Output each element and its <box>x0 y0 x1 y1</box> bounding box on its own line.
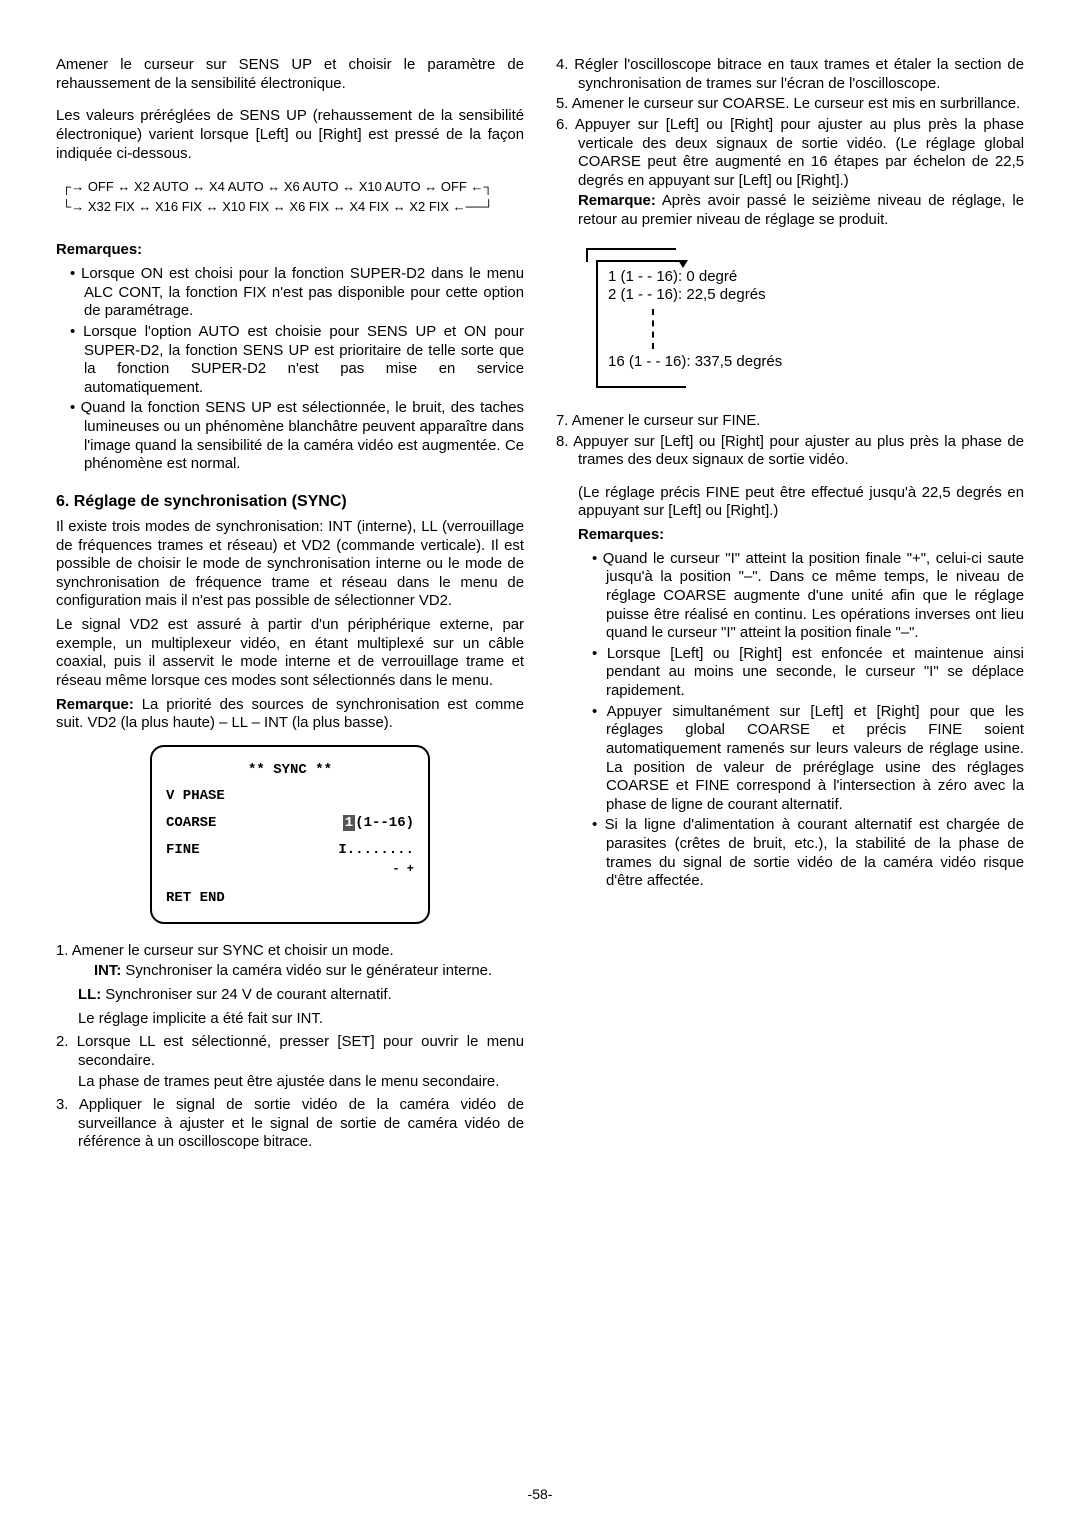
menu-label: FINE <box>166 837 200 864</box>
degree-line: 2 (1 - - 16): 22,5 degrés <box>608 286 1024 305</box>
list-item: 4. Régler l'oscilloscope bitrace en taux… <box>556 56 1024 93</box>
text: (Le réglage précis FINE peut être effect… <box>556 484 1024 521</box>
remarques-list: Quand le curseur "I" atteint la position… <box>556 550 1024 891</box>
degree-list: 1 (1 - - 16): 0 degré 2 (1 - - 16): 22,5… <box>596 262 1024 378</box>
text: Remarque: La priorité des sources de syn… <box>56 696 524 733</box>
menu-row: V PHASE <box>166 783 414 810</box>
left-column: Amener le curseur sur SENS UP et choisir… <box>56 56 524 1452</box>
list-item: Quand le curseur "I" atteint la position… <box>592 550 1024 643</box>
text: Le signal VD2 est assuré à partir d'un p… <box>56 616 524 691</box>
text: La phase de trames peut être ajustée dan… <box>56 1073 524 1092</box>
list-item: 3. Appliquer le signal de sortie vidéo d… <box>56 1096 524 1152</box>
sensup-flow: ┌→ OFF ↔ X2 AUTO ↔ X4 AUTO ↔ X6 AUTO ↔ X… <box>56 177 524 217</box>
label: LL: <box>78 987 101 1003</box>
menu-row: RET END <box>166 885 414 912</box>
label: Remarque: <box>578 193 656 209</box>
list-item: 6. Appuyer sur [Left] ou [Right] pour aj… <box>556 116 1024 191</box>
menu-value: 1(1--16) <box>343 810 414 837</box>
label: Remarque: <box>56 697 134 713</box>
list-item: 5. Amener le curseur sur COARSE. Le curs… <box>556 95 1024 114</box>
steps-list: 2. Lorsque LL est sélectionné, presser [… <box>56 1033 524 1070</box>
section-heading: 6. Réglage de synchronisation (SYNC) <box>56 492 524 512</box>
list-item: Si la ligne d'alimentation à courant alt… <box>592 816 1024 891</box>
remarques-heading: Remarques: <box>556 526 1024 545</box>
sync-menu: ** SYNC ** V PHASE COARSE 1(1--16) FINE … <box>150 745 430 924</box>
steps-list: 7. Amener le curseur sur FINE. 8. Appuye… <box>556 412 1024 470</box>
text: Le réglage implicite a été fait sur INT. <box>56 1010 524 1029</box>
text: Amener le curseur sur SENS UP et choisir… <box>56 56 524 93</box>
steps-list: 1. Amener le curseur sur SYNC et choisir… <box>56 942 524 961</box>
menu-scale: - + <box>166 863 414 875</box>
list-item: Lorsque ON est choisi pour la fonction S… <box>70 265 524 321</box>
menu-title: ** SYNC ** <box>166 757 414 784</box>
degree-line: 16 (1 - - 16): 337,5 degrés <box>608 353 1024 372</box>
right-column: 4. Régler l'oscilloscope bitrace en taux… <box>556 56 1024 1452</box>
remarques-heading: Remarques: <box>56 241 524 260</box>
menu-row: COARSE 1(1--16) <box>166 810 414 837</box>
remarques-list: Lorsque ON est choisi pour la fonction S… <box>56 265 524 474</box>
list-item: 8. Appuyer sur [Left] ou [Right] pour aj… <box>556 433 1024 470</box>
page-number: -58- <box>0 1486 1080 1502</box>
list-item: 2. Lorsque LL est sélectionné, presser [… <box>56 1033 524 1070</box>
steps-list: 3. Appliquer le signal de sortie vidéo d… <box>56 1096 524 1152</box>
list-item: 1. Amener le curseur sur SYNC et choisir… <box>56 942 524 961</box>
list-item: Lorsque [Left] ou [Right] est enfoncée e… <box>592 645 1024 701</box>
label: INT: <box>94 963 121 979</box>
list-item: Appuyer simultanément sur [Left] et [Rig… <box>592 703 1024 815</box>
flow-line: └→ X32 FIX ↔ X16 FIX ↔ X10 FIX ↔ X6 FIX … <box>62 197 524 217</box>
menu-label: COARSE <box>166 810 216 837</box>
degree-diagram: 1 (1 - - 16): 0 degré 2 (1 - - 16): 22,5… <box>586 248 1024 388</box>
list-item: Quand la fonction SENS UP est sélectionn… <box>70 399 524 474</box>
degree-line: 1 (1 - - 16): 0 degré <box>608 268 1024 287</box>
text: Remarque: Après avoir passé le seizième … <box>556 192 1024 229</box>
text: Il existe trois modes de synchronisation… <box>56 518 524 611</box>
list-item: Lorsque l'option AUTO est choisie pour S… <box>70 323 524 398</box>
list-item: 7. Amener le curseur sur FINE. <box>556 412 1024 431</box>
text: INT: Synchroniser la caméra vidéo sur le… <box>56 962 524 981</box>
flow-line: ┌→ OFF ↔ X2 AUTO ↔ X4 AUTO ↔ X6 AUTO ↔ X… <box>62 177 524 197</box>
steps-list: 4. Régler l'oscilloscope bitrace en taux… <box>556 56 1024 190</box>
text: LL: Synchroniser sur 24 V de courant alt… <box>56 986 524 1005</box>
menu-row: FINE I........ <box>166 837 414 864</box>
menu-value: I........ <box>338 837 414 864</box>
text: Les valeurs préréglées de SENS UP (rehau… <box>56 107 524 163</box>
